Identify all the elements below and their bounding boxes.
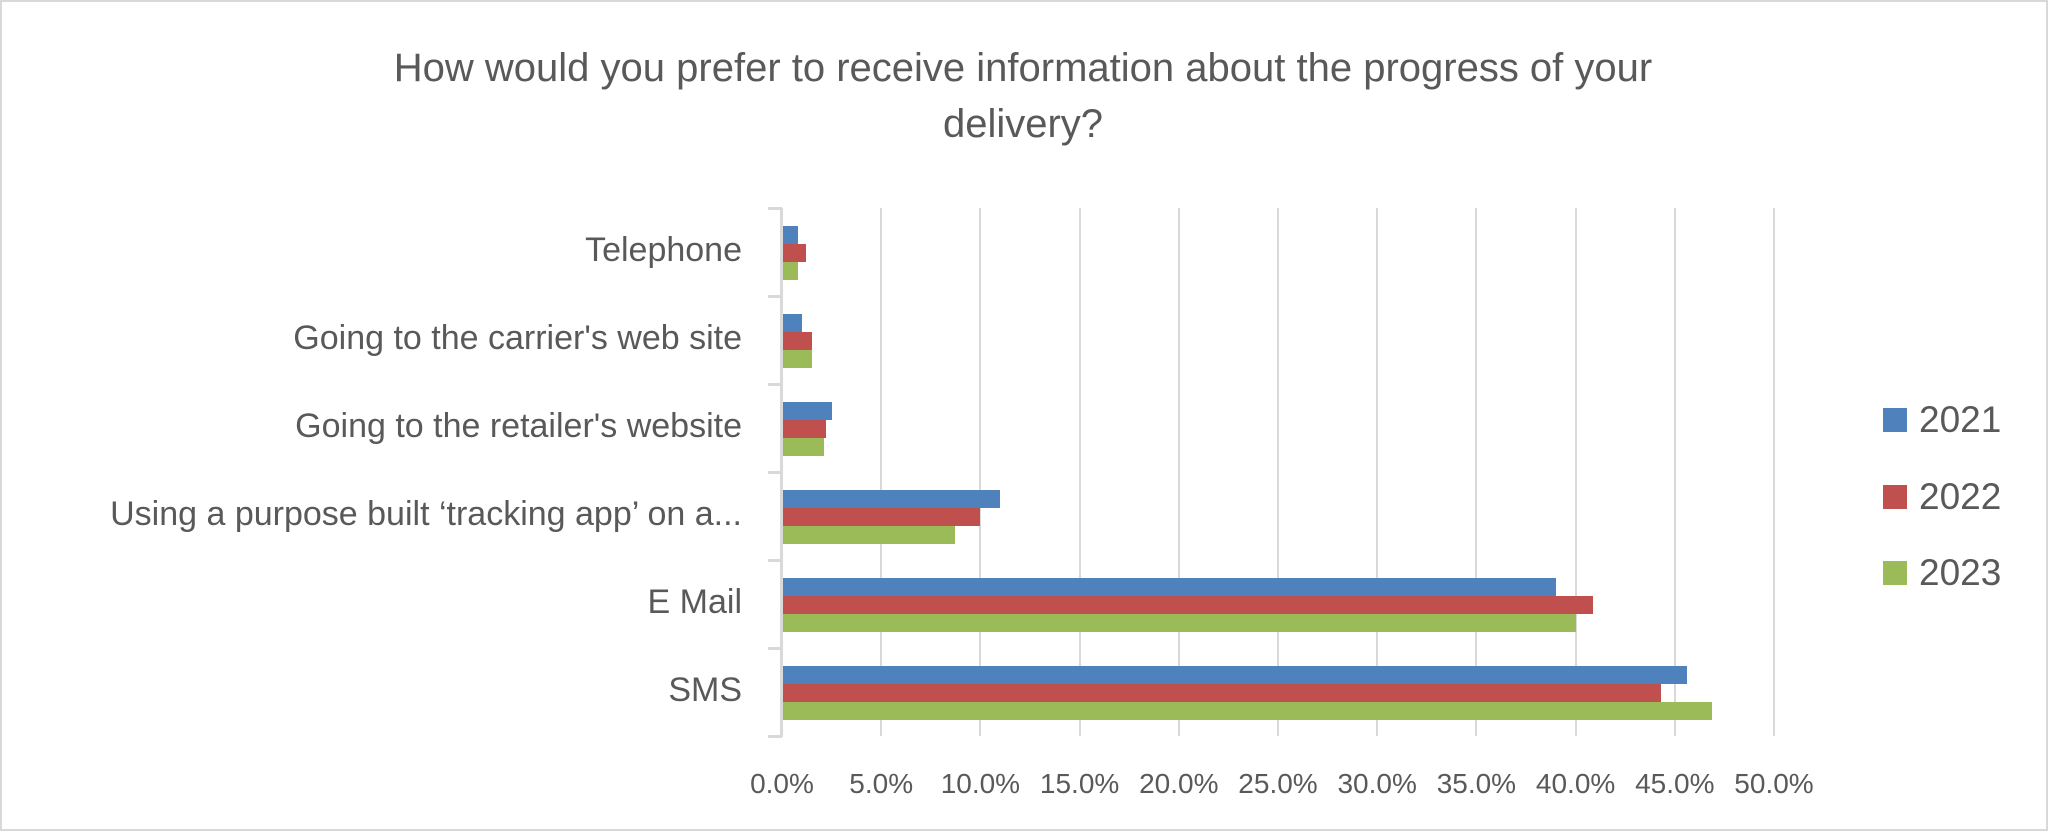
category-label: SMS [668, 671, 742, 709]
gridline [1673, 208, 1676, 736]
category-tick [768, 207, 782, 210]
category-tick [768, 471, 782, 474]
bar-2023 [782, 350, 812, 368]
chart-title-line-2: delivery? [942, 102, 1104, 146]
value-tick-label: 15.0% [1039, 768, 1120, 799]
category-label: Telephone [585, 231, 742, 269]
gridline [1177, 208, 1180, 736]
bar-2021 [782, 666, 1687, 684]
bar-2021 [782, 314, 802, 332]
gridline [979, 208, 982, 736]
gridline [1475, 208, 1478, 736]
category-tick [768, 383, 782, 386]
category-label: Going to the carrier's web site [293, 319, 742, 357]
bar-2021 [782, 490, 1001, 508]
legend-swatch-icon [1883, 485, 1907, 509]
bar-2023 [782, 262, 798, 280]
category-tick [768, 295, 782, 298]
legend-swatch-icon [1883, 408, 1907, 432]
value-tick-label: 25.0% [1238, 768, 1318, 799]
bar-2022 [782, 420, 826, 438]
value-tick-label: 20.0% [1139, 768, 1219, 799]
legend-label: 2022 [1919, 476, 2002, 517]
gridline [1773, 208, 1775, 736]
bar-2022 [782, 684, 1661, 702]
legend-item-2022: 2022 [1883, 475, 2001, 519]
bar-2023 [782, 438, 824, 456]
bar-2022 [782, 332, 812, 350]
bar-2021 [782, 402, 832, 420]
bar-2023 [782, 614, 1576, 632]
gridline [1574, 208, 1577, 736]
bar-2023 [782, 526, 955, 544]
category-label: Using a purpose built ‘tracking app’ on … [110, 495, 742, 533]
category-tick [768, 559, 782, 562]
value-tick-label: 40.0% [1535, 768, 1616, 799]
gridline [1376, 208, 1379, 736]
bar-2021 [782, 578, 1556, 596]
bar-2022 [782, 508, 981, 526]
chart-title-line-1: How would you prefer to receive informat… [393, 46, 1653, 90]
category-label: Going to the retailer's website [295, 407, 742, 445]
legend-item-2021: 2021 [1883, 398, 2001, 442]
value-tick-label: 45.0% [1635, 768, 1715, 799]
bar-2021 [782, 226, 798, 244]
value-tick-label: 30.0% [1337, 768, 1417, 799]
gridline [1277, 208, 1279, 736]
category-tick [768, 735, 782, 738]
category-tick [768, 647, 782, 650]
category-label: E Mail [647, 583, 742, 621]
legend-label: 2021 [1919, 399, 2002, 440]
value-tick-label: 10.0% [940, 768, 1021, 799]
value-tick-label: 5.0% [849, 768, 914, 799]
legend-label: 2023 [1919, 552, 2002, 593]
bar-2022 [782, 244, 806, 262]
legend-swatch-icon [1883, 561, 1907, 585]
value-tick-label: 0.0% [750, 768, 814, 799]
value-tick-label: 35.0% [1436, 768, 1517, 799]
plot-area [782, 208, 1775, 736]
gridline [880, 208, 883, 736]
bar-2022 [782, 596, 1594, 614]
bar-2023 [782, 702, 1713, 720]
legend-item-2023: 2023 [1883, 551, 2001, 595]
value-tick-label: 50.0% [1734, 768, 1814, 799]
gridline [1078, 208, 1081, 736]
